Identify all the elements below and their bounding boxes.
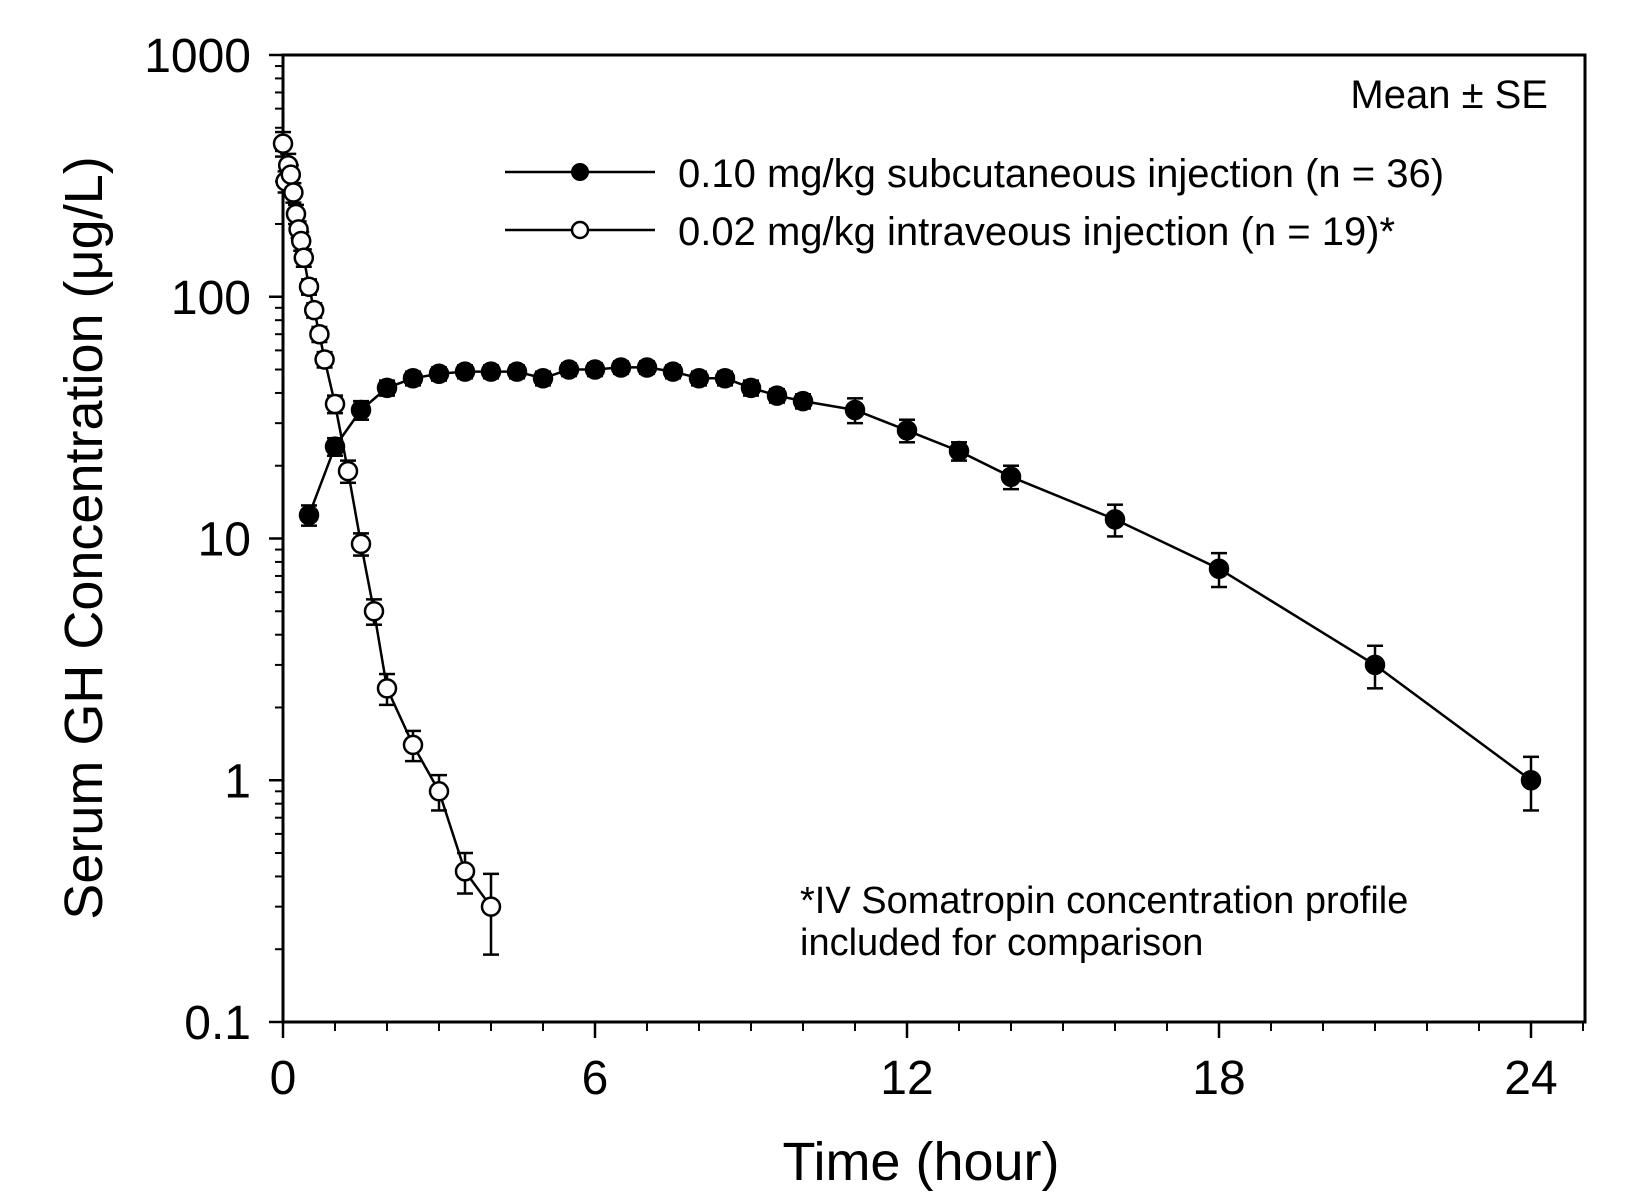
legend-item-intravenous: 0.02 mg/kg intraveous injection (n = 19)… — [505, 210, 1395, 254]
series-0-point — [844, 399, 866, 421]
legend-item-subcutaneous: 0.10 mg/kg subcutaneous injection (n = 3… — [505, 152, 1444, 196]
series-1-point — [298, 276, 320, 297]
legend-label-subcutaneous: 0.10 mg/kg subcutaneous injection (n = 3… — [678, 152, 1444, 196]
legend-label-intravenous: 0.02 mg/kg intraveous injection (n = 19)… — [678, 210, 1395, 254]
legend: Mean ± SE 0.10 mg/kg subcutaneous inject… — [505, 73, 1548, 254]
series-0-point — [558, 359, 580, 380]
series-0-point — [948, 440, 970, 462]
series-0-point — [610, 357, 632, 378]
series-1-point — [280, 164, 302, 185]
series-0-point — [1520, 770, 1542, 791]
series-0-point — [350, 399, 372, 421]
series-1-point — [428, 781, 450, 802]
series-0-point — [532, 368, 554, 389]
annotation-note: *IV Somatropin concentration profile inc… — [800, 880, 1408, 964]
series-0-point — [662, 361, 684, 382]
series-1-point — [293, 247, 315, 268]
series-0-point — [376, 377, 398, 399]
series-1-point — [454, 861, 476, 882]
x-tick-label-24: 24 — [1504, 1052, 1557, 1105]
series-1-point — [402, 734, 424, 756]
series-0-line — [307, 366, 1532, 782]
series-1-point — [337, 460, 359, 482]
series-1-point — [324, 393, 346, 415]
series-1-point — [376, 678, 398, 699]
y-axis-title: Serum GH Concentration (μg/L) — [54, 156, 114, 919]
x-axis-title: Time (hour) — [782, 1132, 1059, 1192]
series-0-point — [740, 377, 762, 399]
x-tick-label-12: 12 — [880, 1052, 933, 1105]
series-0-point — [636, 357, 658, 378]
y-tick-label-3: 100 — [171, 272, 251, 325]
series-0-point — [1364, 654, 1386, 676]
series-0-point — [688, 368, 710, 389]
legend-marker-subcutaneous — [571, 163, 589, 181]
series-0-point — [480, 361, 502, 382]
series-0-point — [1104, 509, 1126, 530]
x-tick-label-6: 6 — [582, 1052, 609, 1105]
series-layer — [272, 130, 1542, 956]
series-0-point — [402, 368, 424, 389]
series-0-point — [428, 363, 450, 385]
legend-marker-intravenous — [570, 220, 590, 240]
series-1-point — [303, 299, 325, 321]
x-tick-label-18: 18 — [1192, 1052, 1245, 1105]
y-tick-label-1: 1 — [224, 755, 251, 808]
series-1-point — [290, 230, 312, 252]
series-0-point — [1208, 558, 1230, 579]
series-0-point — [766, 385, 788, 406]
ticks-layer: 0 6 12 18 24 0.1 1 10 100 1000 — [144, 30, 1584, 1105]
series-0-point — [454, 361, 476, 382]
series-0-point — [1000, 466, 1022, 488]
series-0-point — [584, 359, 606, 380]
series-0-point — [506, 361, 528, 382]
series-0-point — [298, 504, 320, 526]
x-tick-label-0: 0 — [270, 1052, 297, 1105]
series-0-point — [714, 368, 736, 389]
series-0-point — [896, 420, 918, 441]
annotation-line-1: *IV Somatropin concentration profile — [800, 880, 1408, 922]
series-1-point — [314, 349, 335, 370]
series-1-point — [363, 601, 385, 622]
series-1-point — [350, 533, 372, 555]
plot-frame — [281, 53, 1587, 1024]
series-1-point — [272, 133, 294, 154]
series-1-point — [480, 896, 502, 917]
series-0-point — [792, 390, 814, 412]
y-tick-label-2: 10 — [198, 514, 251, 567]
series-1-point — [309, 323, 330, 345]
annotation-line-2: included for comparison — [800, 922, 1203, 964]
y-tick-label-4: 1000 — [144, 30, 251, 83]
legend-header: Mean ± SE — [1350, 73, 1548, 117]
y-tick-label-0: 0.1 — [184, 997, 251, 1050]
series-1-point — [283, 182, 304, 203]
